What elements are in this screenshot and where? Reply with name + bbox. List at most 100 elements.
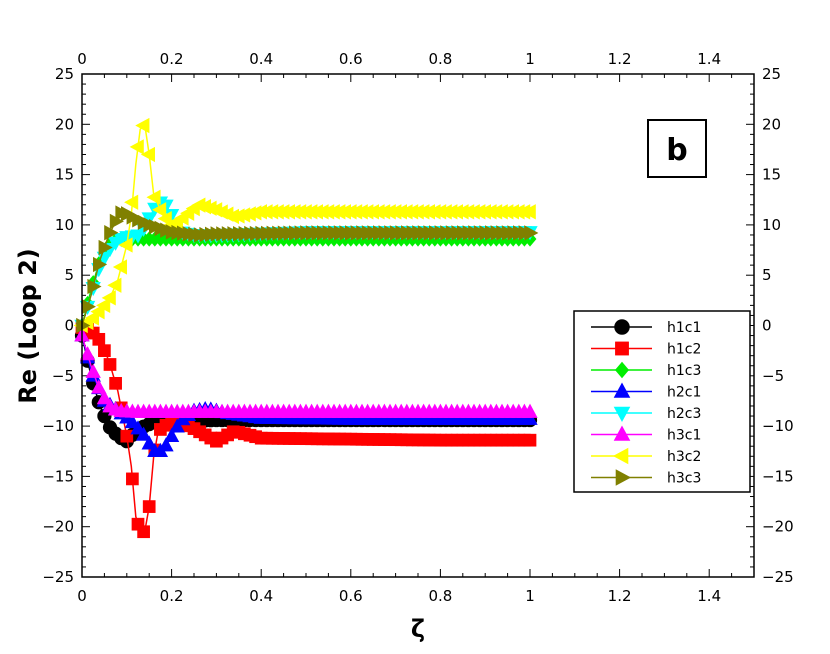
legend-label: h3c3	[667, 471, 701, 487]
legend-label: h2c3	[667, 406, 701, 422]
legend-item: h3c3	[591, 469, 701, 487]
data-point	[90, 304, 105, 320]
legend-marker	[615, 341, 629, 356]
y-tick-label-right: 25	[762, 65, 781, 83]
legend-marker	[615, 361, 629, 379]
y-tick-label: 25	[55, 65, 74, 83]
y-tick-label-right: 0	[762, 317, 772, 335]
y-tick-label-right: −10	[762, 417, 794, 435]
series-h1c3	[75, 231, 537, 334]
y-tick-label: −25	[42, 568, 74, 586]
x-tick-label-top: 1.2	[608, 50, 632, 68]
data-point	[137, 525, 150, 539]
x-tick-label-top: 0.8	[428, 50, 452, 68]
legend-marker	[614, 319, 630, 335]
panel-label: b	[666, 133, 687, 168]
legend-item: h2c1	[591, 382, 701, 401]
x-tick-label-top: 1.4	[697, 50, 721, 68]
legend-label: h1c1	[667, 320, 701, 336]
y-tick-label: 0	[64, 317, 74, 335]
data-point	[85, 363, 101, 378]
series-h3c3	[76, 205, 539, 334]
x-tick-label-top: 0.2	[160, 50, 184, 68]
data-point	[124, 194, 139, 210]
y-tick-label: −10	[42, 417, 74, 435]
data-point	[120, 429, 134, 443]
x-tick-label: 0.2	[160, 587, 184, 605]
y-axis-label: Re (Loop 2)	[14, 248, 42, 404]
x-tick-label-top: 0	[77, 50, 87, 68]
series-line	[81, 238, 530, 326]
y-tick-label: −20	[42, 518, 74, 536]
legend-label: h1c2	[667, 342, 701, 358]
data-point	[98, 344, 111, 358]
y-tick-labels-left: 25 20 15 10 5 0 −5 −10 −15 −20 −25	[42, 65, 74, 586]
y-tick-label: 20	[55, 115, 74, 133]
y-tick-label-right: −15	[762, 467, 794, 485]
x-axis-label: ζ	[411, 615, 425, 643]
y-tick-label: 5	[64, 266, 74, 284]
plot-series	[73, 117, 539, 539]
y-tick-label: −15	[42, 467, 74, 485]
y-tick-label-right: 20	[762, 115, 781, 133]
plot-frame	[81, 73, 755, 578]
legend-item: h3c1	[591, 425, 701, 444]
x-tick-label: 1	[525, 587, 535, 605]
data-point	[126, 472, 139, 486]
series-h3c2	[73, 117, 536, 334]
x-tick-label-top: 1	[525, 50, 535, 68]
data-point	[112, 259, 127, 275]
legend-item: h1c1	[591, 319, 701, 336]
data-point	[98, 239, 113, 256]
x-tick-label: 0.6	[339, 587, 363, 605]
legend-item: h1c2	[591, 342, 701, 358]
legend-marker	[612, 447, 629, 465]
y-tick-label-right: 10	[762, 216, 781, 234]
y-tick-label-right: −25	[762, 568, 794, 586]
x-tick-label-top: 0.4	[249, 50, 273, 68]
x-tick-label: 1.4	[697, 587, 721, 605]
legend: h1c1 h1c2 h1c3 h2c1 h2c3 h3c1 h3c2 h3c3	[573, 310, 751, 493]
series-line	[81, 335, 530, 413]
x-tick-label: 0	[77, 587, 87, 605]
data-point	[104, 225, 119, 241]
data-point	[87, 278, 102, 295]
data-point	[92, 332, 106, 346]
y-tick-label-right: 5	[762, 266, 772, 284]
series-h1c2	[75, 321, 537, 539]
panel-label-box: b	[647, 119, 707, 178]
x-tick-label: 0.8	[428, 587, 452, 605]
data-point	[157, 210, 172, 227]
y-tick-label: 10	[55, 216, 74, 234]
data-point	[93, 256, 108, 273]
data-point	[96, 297, 111, 314]
y-tick-label-right: −20	[762, 518, 794, 536]
data-point	[522, 403, 538, 418]
legend-marker	[613, 406, 631, 423]
data-point	[169, 418, 185, 433]
data-point	[118, 237, 133, 253]
data-point	[135, 426, 152, 441]
data-point	[129, 139, 144, 155]
x-tick-labels-top: 0 0.2 0.4 0.6 0.8 1 1.2 1.4	[77, 50, 721, 68]
legend-label: h3c2	[667, 449, 701, 465]
y-tick-labels-right: 25 20 15 10 5 0 −5 −10 −15 −20 −25	[762, 65, 794, 586]
legend-marker	[613, 382, 631, 398]
data-point	[146, 189, 161, 205]
data-point	[84, 310, 99, 326]
legend-label: h2c1	[667, 385, 701, 401]
data-point	[101, 290, 116, 306]
legend-marker	[613, 425, 631, 441]
legend-item: h1c3	[591, 361, 701, 379]
x-tick-label: 0.4	[249, 587, 273, 605]
data-point	[142, 500, 156, 513]
data-point	[152, 202, 167, 218]
legend-item: h3c2	[591, 447, 701, 465]
data-point	[96, 390, 113, 405]
data-point	[79, 346, 96, 361]
data-point	[522, 410, 538, 425]
x-tick-labels-bottom: 0 0.2 0.4 0.6 0.8 1 1.2 1.4	[77, 587, 721, 605]
data-point	[141, 435, 157, 450]
data-point	[158, 437, 174, 452]
